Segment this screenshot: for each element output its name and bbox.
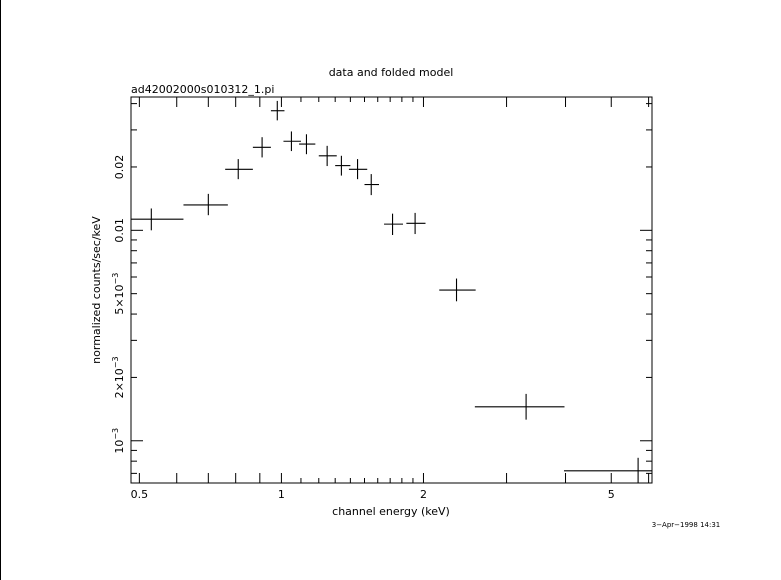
chart-title: data and folded model	[329, 66, 454, 79]
y-axis-tick-labels: 10−32×10−35×10−30.010.02	[111, 155, 126, 454]
x-axis-label: channel energy (keV)	[332, 505, 450, 518]
data-point	[183, 193, 228, 216]
data-point	[439, 278, 476, 302]
x-tick-label: 1	[278, 488, 285, 501]
data-point	[225, 159, 253, 180]
data-point	[283, 131, 301, 152]
data-point	[299, 134, 316, 155]
x-axis-tick-labels: 0.5 1 2 5	[131, 488, 615, 501]
data-point	[252, 137, 271, 158]
y-tick-label: 2×10−3	[111, 356, 126, 398]
data-point	[384, 213, 404, 236]
data-point	[270, 100, 285, 121]
y-tick-label: 0.02	[113, 155, 126, 180]
page-left-border	[0, 0, 1, 580]
data-points	[131, 100, 652, 483]
y-tick-label-exponent: −3	[111, 273, 120, 285]
data-point	[348, 159, 368, 180]
y-tick-label: 10−3	[111, 428, 126, 454]
y-tick-label-base: 10	[113, 440, 126, 454]
y-tick-label-exponent: −3	[111, 356, 120, 368]
y-axis-ticks	[131, 103, 652, 474]
y-axis-label: normalized counts/sec/keV	[90, 216, 103, 364]
y-tick-label-base: 5×10	[113, 284, 126, 314]
data-point	[131, 208, 184, 231]
timestamp: 3−Apr−1998 14:31	[652, 521, 721, 529]
data-point	[364, 174, 380, 196]
y-tick-label-base: 0.02	[113, 155, 126, 180]
y-tick-label-base: 0.01	[113, 218, 126, 243]
data-point	[474, 393, 565, 420]
data-point	[335, 155, 351, 176]
data-point	[563, 457, 652, 483]
y-tick-label: 0.01	[113, 218, 126, 243]
data-point	[406, 212, 426, 235]
x-tick-label: 0.5	[131, 488, 149, 501]
chart-subtitle: ad42002000s010312_1.pi	[131, 83, 274, 96]
plot-frame	[130, 96, 653, 484]
x-axis-ticks	[138, 97, 650, 483]
y-tick-label-exponent: −3	[111, 428, 120, 440]
x-tick-label: 5	[608, 488, 615, 501]
data-point	[318, 145, 337, 167]
x-tick-label: 2	[420, 488, 427, 501]
y-tick-label-base: 2×10	[113, 368, 126, 398]
y-tick-label: 5×10−3	[111, 273, 126, 315]
